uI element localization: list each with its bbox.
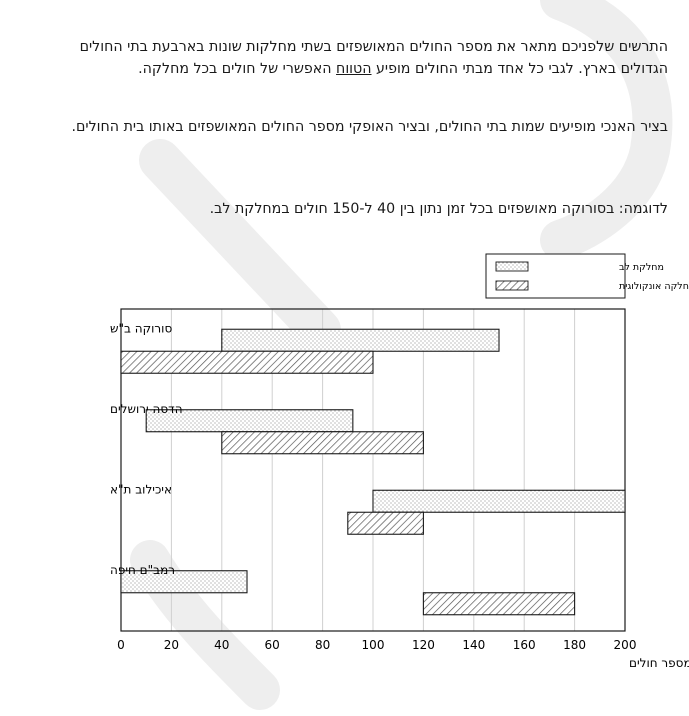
bar-cardiology	[120, 570, 248, 594]
x-axis-label: מספר חולים	[629, 656, 689, 670]
bar-oncology	[422, 592, 576, 616]
x-tick-label: 160	[513, 638, 536, 652]
legend-swatch-cardiology	[495, 261, 529, 272]
x-tick-label: 180	[563, 638, 586, 652]
x-tick-label: 100	[362, 638, 385, 652]
legend-label-oncology: מחלקה אונקולוגית	[619, 281, 689, 292]
example-paragraph: לדוגמה: בסורוקה מאושפזים בכל זמן נתון בי…	[209, 201, 668, 217]
category-labels: סורוקה ב"ש הדסה ירושלים איכילוב ת"א רמב"ם ח…	[110, 321, 183, 577]
x-tick-labels: 0 20 40 60 80 100 120 140 160 180 200	[117, 638, 636, 652]
legend-frame	[485, 253, 626, 299]
x-tick-label: 120	[412, 638, 435, 652]
bars	[120, 328, 626, 616]
intro-text-before: התרשים שלפניכם מתאר את מספר החולים המאוש…	[79, 39, 668, 77]
x-tick-label: 80	[315, 638, 330, 652]
legend-swatch-oncology	[495, 280, 529, 291]
bar-oncology	[120, 350, 374, 374]
bar-cardiology	[221, 328, 500, 352]
intro-underlined-word: הטווח	[336, 61, 372, 77]
axes-paragraph: בציר האנכי מופיעים שמות בתי החולים, ובצי…	[71, 119, 669, 135]
x-tick-label: 200	[614, 638, 637, 652]
category-label: איכילוב ת"א	[110, 482, 172, 496]
bar-cardiology	[372, 489, 626, 513]
legend-label-cardiology: מחלקת לב	[619, 262, 664, 273]
plot-area-frame	[120, 308, 626, 632]
x-tick-label: 0	[117, 638, 125, 652]
legend: מחלקת לב מחלקה אונקולוגית	[485, 253, 689, 299]
category-label: סורוקה ב"ש	[110, 321, 172, 335]
x-tick-label: 140	[462, 638, 485, 652]
x-tick-label: 40	[214, 638, 229, 652]
intro-text-after: האפשרי של חולים בכל מחלקה.	[138, 61, 337, 77]
category-label: רמב"ם חיפה	[110, 563, 175, 577]
x-tick-label: 60	[265, 638, 280, 652]
bar-oncology	[347, 511, 424, 535]
intro-paragraph: התרשים שלפניכם מתאר את מספר החולים המאוש…	[28, 36, 668, 80]
category-label: הדסה ירושלים	[110, 402, 183, 416]
x-tick-label: 20	[164, 638, 179, 652]
bar-oncology	[221, 431, 424, 455]
